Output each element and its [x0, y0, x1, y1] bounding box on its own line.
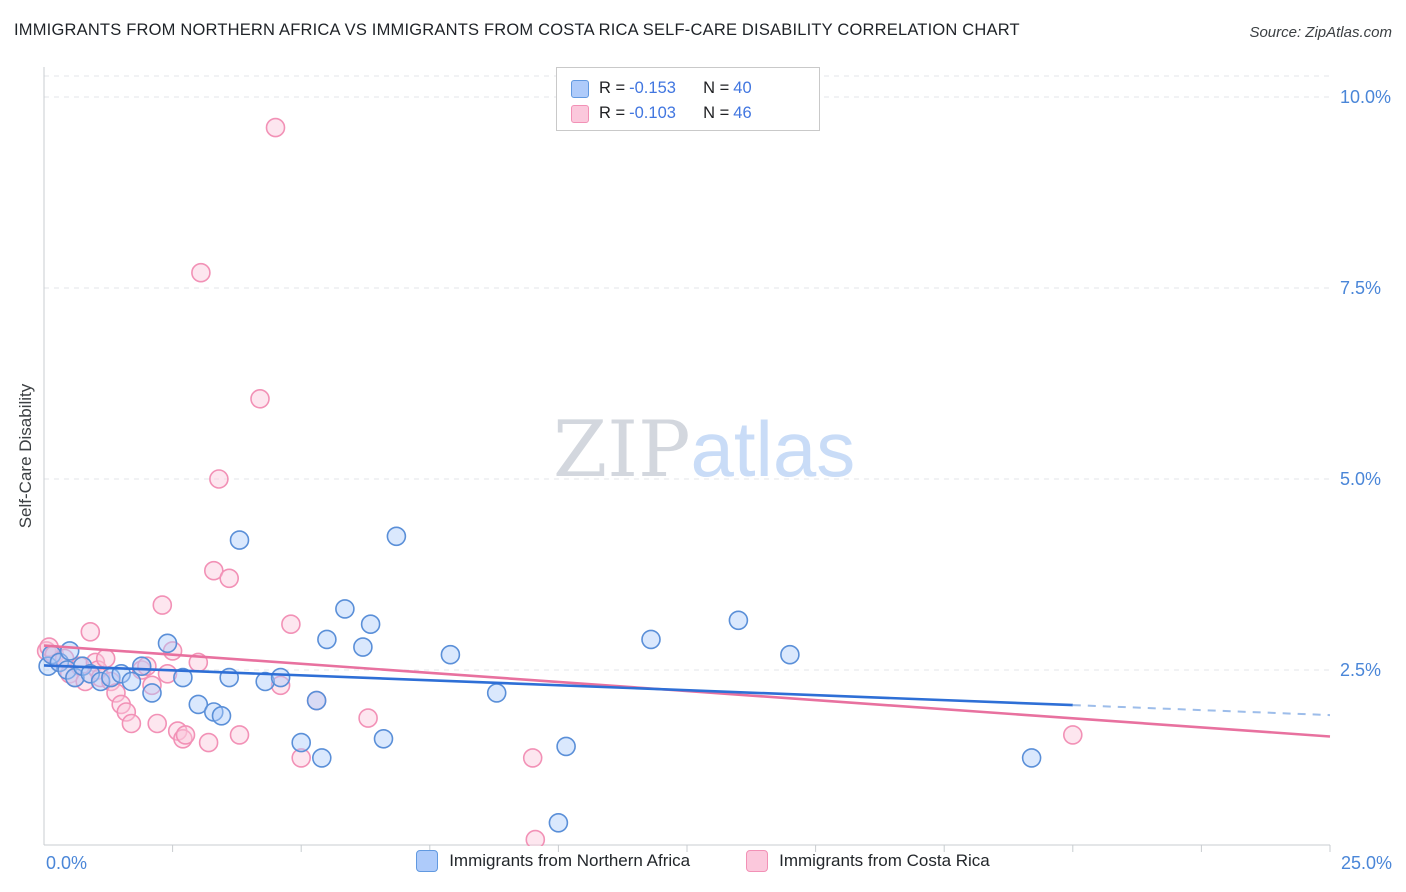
data-point — [1063, 725, 1083, 745]
data-point — [291, 732, 312, 753]
data-point — [211, 705, 232, 726]
data-point — [281, 614, 301, 635]
data-point — [548, 812, 569, 833]
legend-row-costa-rica: R = -0.103 N = 46 — [571, 101, 819, 126]
plot-area — [36, 117, 1331, 846]
source-attribution[interactable]: Source: ZipAtlas.com — [1249, 24, 1392, 41]
trend-line — [43, 664, 1073, 707]
data-point — [229, 530, 250, 550]
data-point — [306, 690, 327, 711]
data-point — [265, 117, 286, 138]
data-point — [198, 732, 219, 753]
data-point — [335, 599, 355, 619]
data-point — [142, 675, 162, 696]
data-point — [80, 663, 101, 684]
data-point — [80, 621, 101, 642]
data-point — [440, 644, 461, 665]
data-point — [780, 644, 800, 665]
blue-series-swatch — [571, 79, 589, 98]
r-label: R = — [599, 79, 626, 97]
r-value: -0.153 — [629, 79, 676, 97]
data-point — [270, 667, 291, 688]
y-axis-title: Self-Care Disability — [16, 383, 35, 529]
data-point — [386, 526, 407, 547]
data-point — [191, 262, 211, 283]
data-point — [522, 748, 543, 768]
data-point — [556, 736, 576, 757]
data-point — [525, 829, 546, 846]
data-point — [291, 748, 312, 768]
n-value: 40 — [733, 79, 752, 97]
data-point — [317, 629, 337, 650]
r-label: R = — [599, 104, 626, 122]
legend-row-northern-africa: R = -0.153 N = 40 — [571, 76, 819, 101]
legend-label: Immigrants from Costa Rica — [779, 851, 990, 870]
data-point — [59, 641, 80, 661]
data-point — [116, 702, 137, 722]
data-point — [1021, 748, 1042, 768]
legend-item-northern-africa: Immigrants from Northern Africa — [416, 850, 690, 872]
data-point — [353, 637, 373, 657]
n-label: N = — [703, 79, 730, 97]
n-label: N = — [703, 104, 730, 122]
data-point — [311, 748, 332, 768]
data-point — [358, 708, 378, 728]
pink-series-swatch — [746, 850, 769, 872]
data-point — [173, 667, 193, 688]
y-tick-10: 10.0% — [1340, 87, 1392, 107]
data-point — [121, 713, 142, 734]
data-point — [360, 614, 381, 635]
data-point — [219, 568, 239, 589]
n-value: 46 — [733, 104, 752, 122]
series-legend: Immigrants from Northern Africa Immigran… — [0, 850, 1406, 872]
data-point — [65, 667, 85, 688]
data-point — [728, 610, 749, 631]
data-point — [121, 671, 142, 692]
data-point — [255, 671, 276, 692]
data-point — [90, 671, 111, 692]
data-point — [142, 683, 162, 703]
data-point — [157, 633, 178, 654]
data-point — [188, 694, 209, 715]
legend-item-costa-rica: Immigrants from Costa Rica — [746, 850, 990, 872]
data-point — [229, 725, 250, 745]
data-point — [486, 683, 507, 703]
legend-label: Immigrants from Northern Africa — [449, 851, 691, 870]
r-value: -0.103 — [629, 104, 676, 122]
trend-line-dashed — [1072, 704, 1331, 717]
x-axis-max-label: 25.0% — [1340, 853, 1392, 873]
y-tick-5: 5.0% — [1340, 469, 1382, 489]
data-point — [106, 683, 126, 703]
correlation-legend-box: R = -0.153 N = 40 R = -0.103 N = 46 — [556, 67, 820, 131]
data-point — [204, 560, 224, 581]
data-point — [209, 469, 229, 489]
data-point — [270, 675, 291, 696]
data-point — [131, 656, 152, 677]
pink-series-swatch — [571, 104, 589, 123]
data-point — [641, 629, 661, 650]
blue-series-swatch — [416, 850, 439, 872]
data-point — [147, 713, 167, 734]
x-axis-min-label: 0.0% — [46, 853, 88, 873]
y-tick-2-5: 2.5% — [1340, 660, 1382, 680]
data-point — [95, 648, 116, 669]
y-tick-7-5: 7.5% — [1340, 278, 1382, 298]
data-point — [373, 728, 394, 749]
data-point — [152, 595, 173, 615]
data-point — [175, 725, 196, 745]
series-immigrants-from-northern-africa — [38, 526, 1042, 833]
data-point — [250, 388, 270, 409]
page-title: IMMIGRANTS FROM NORTHERN AFRICA VS IMMIG… — [14, 21, 1020, 39]
